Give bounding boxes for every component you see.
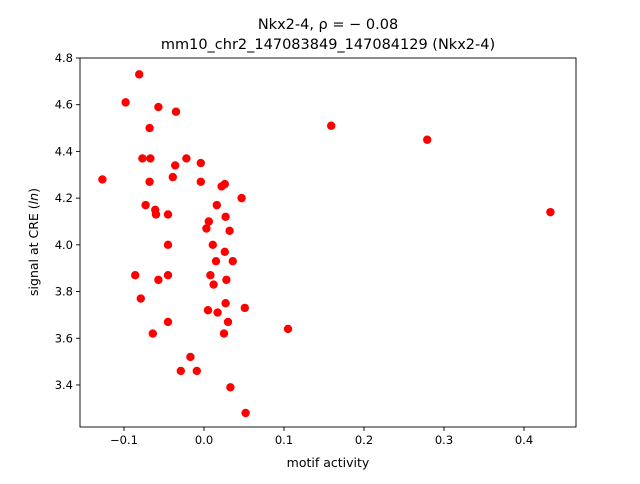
data-point	[171, 161, 180, 170]
data-point	[163, 240, 173, 250]
data-point	[171, 107, 181, 116]
data-point	[192, 366, 201, 376]
x-axis-label: motif activity	[287, 455, 370, 470]
data-point	[163, 317, 173, 327]
data-point	[154, 275, 163, 285]
data-point	[146, 154, 155, 163]
data-point	[208, 240, 217, 250]
data-point	[209, 280, 218, 289]
data-point	[221, 299, 230, 308]
data-point	[151, 210, 161, 219]
data-point	[423, 135, 432, 144]
data-point	[327, 121, 336, 130]
data-point	[135, 70, 144, 79]
data-point	[98, 175, 107, 184]
y-axis-label: signal at CRE (ln)	[26, 188, 41, 296]
y-tick-label: 4.4	[55, 144, 73, 158]
y-tick-label: 4.6	[55, 98, 73, 112]
data-point	[220, 247, 229, 257]
x-tick-label: 0.4	[515, 433, 533, 447]
data-point	[206, 271, 215, 280]
data-point	[225, 226, 234, 236]
y-tick-label: 3.4	[55, 378, 73, 392]
data-point	[212, 200, 221, 210]
data-point	[213, 308, 222, 317]
data-point	[228, 256, 237, 266]
data-point	[222, 275, 231, 285]
chart-title-line1: Nkx2-4, ρ = − 0.08	[258, 17, 398, 33]
data-point	[136, 294, 145, 303]
data-point	[145, 177, 154, 186]
data-point	[138, 154, 147, 163]
x-tick-label: 0.3	[435, 433, 453, 447]
data-point	[546, 207, 555, 217]
data-point	[176, 366, 185, 376]
data-point	[131, 271, 140, 280]
data-point	[211, 256, 221, 266]
y-tick-label: 3.8	[55, 285, 73, 299]
data-point	[219, 329, 229, 338]
x-axis-ticks: −0.1 0.0 0.1 0.2 0.3 0.4	[110, 427, 533, 447]
x-tick-label: 0.2	[355, 433, 373, 447]
data-point	[241, 408, 250, 418]
plot-frame	[79, 57, 577, 428]
data-points	[98, 70, 555, 418]
data-point	[163, 271, 173, 280]
chart-title-line2: mm10_chr2_147083849_147084129 (Nkx2-4)	[161, 37, 495, 53]
data-point	[145, 123, 154, 133]
data-point	[203, 306, 213, 315]
data-point	[223, 317, 233, 327]
data-point	[220, 179, 229, 189]
y-tick-label: 4.2	[55, 191, 73, 205]
y-axis-ticks: 3.4 3.6 3.8 4.0 4.2 4.4 4.6 4.8	[55, 51, 80, 392]
y-tick-label: 3.6	[55, 331, 73, 345]
data-point	[148, 329, 157, 338]
data-point	[196, 177, 205, 186]
x-tick-label: −0.1	[110, 433, 138, 447]
data-point	[221, 212, 230, 222]
data-point	[283, 324, 293, 334]
data-point	[196, 158, 205, 168]
x-tick-label: 0.0	[195, 433, 213, 447]
data-point	[237, 193, 246, 203]
data-point	[226, 383, 235, 392]
data-point	[240, 303, 249, 313]
y-tick-label: 4.8	[55, 51, 73, 65]
x-tick-label: 0.1	[275, 433, 293, 447]
data-point	[121, 98, 130, 107]
y-tick-label: 4.0	[55, 238, 73, 252]
data-point	[202, 224, 211, 233]
data-point	[182, 154, 191, 163]
data-point	[204, 217, 213, 226]
data-point	[141, 200, 150, 210]
data-point	[186, 352, 195, 362]
data-point	[168, 172, 177, 182]
data-point	[154, 102, 163, 112]
data-point	[163, 210, 173, 219]
